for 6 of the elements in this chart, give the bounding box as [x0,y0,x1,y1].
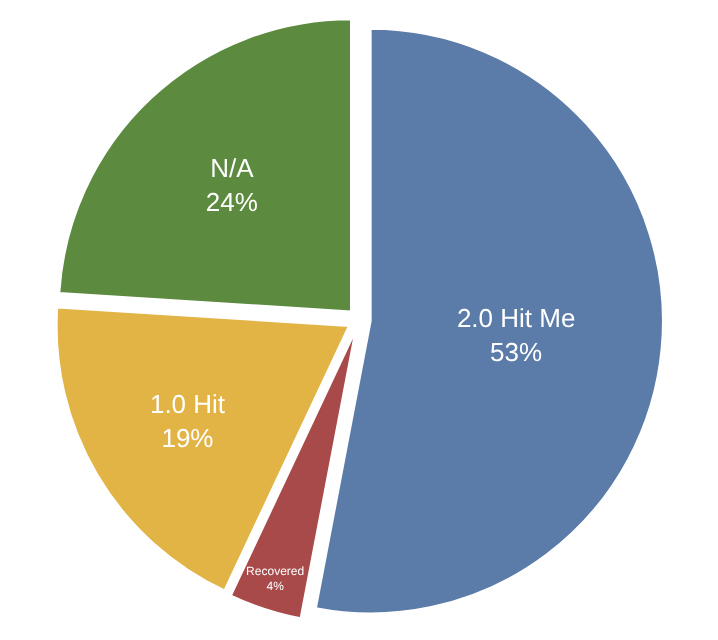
slice-label: 1.0 Hit [149,389,226,420]
slice-label: 2.0 Hit Me [456,302,576,333]
data-label: 24% [205,186,259,217]
slice-label: N/A [210,153,255,184]
data-label: 53% [490,336,544,367]
data-label: 19% [161,423,215,454]
